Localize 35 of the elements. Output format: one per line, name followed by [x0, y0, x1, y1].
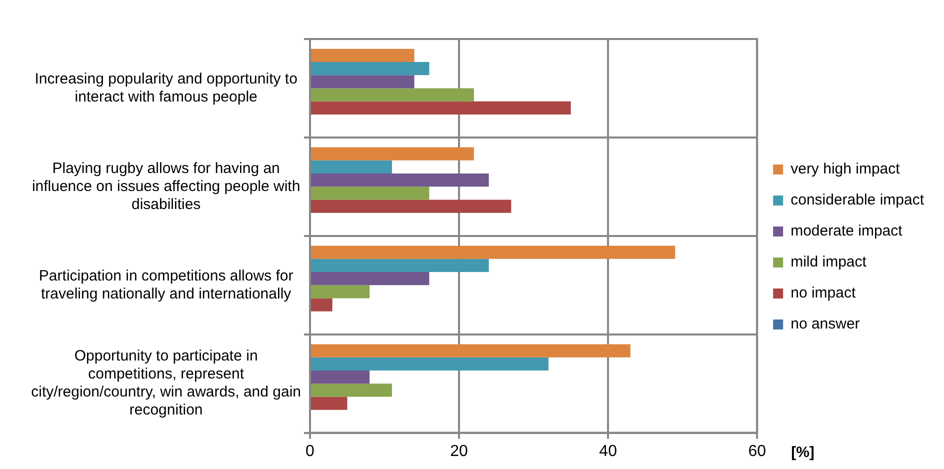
bar [311, 344, 630, 358]
x-tick-label: 40 [599, 442, 618, 460]
x-tick-label: 0 [306, 442, 315, 460]
legend-label: considerable impact [790, 192, 925, 209]
y-tick-label: Playing rugby allows for having an influence on issues affecting people with disabilities [32, 160, 300, 213]
bar [311, 272, 430, 286]
x-tick-label: 20 [450, 442, 468, 460]
bar [311, 298, 332, 312]
y-tick-label: Participation in competitions allows for traveling nationally and internationally [38, 267, 294, 302]
x-tick-label: 60 [748, 442, 766, 460]
bar [311, 48, 414, 62]
bar [311, 200, 512, 213]
legend-label: no answer [790, 316, 860, 333]
bar [311, 285, 370, 298]
bar [311, 174, 489, 187]
y-tick-label: Opportunity to participate in competitions, represent city/region/country, win awards, and gain recognition [31, 348, 302, 419]
bar [311, 357, 548, 370]
bar [311, 75, 414, 88]
y-tick-label: Increasing popularity and opportunity to interact with famous people [34, 70, 298, 106]
bar [311, 147, 474, 160]
bar [311, 160, 392, 174]
bar [311, 101, 571, 114]
bar [311, 258, 489, 272]
x-axis-title: [%] [791, 444, 814, 461]
bar [311, 384, 392, 397]
bar [311, 396, 348, 410]
bar [311, 246, 676, 259]
bar [311, 370, 370, 384]
legend-label: no impact [790, 284, 856, 302]
legend-label: very high impact [790, 160, 901, 178]
bar [311, 88, 474, 102]
legend-label: moderate impact [790, 222, 904, 240]
legend-label: mild impact [790, 254, 868, 271]
bar [311, 186, 430, 200]
bar [311, 62, 430, 76]
